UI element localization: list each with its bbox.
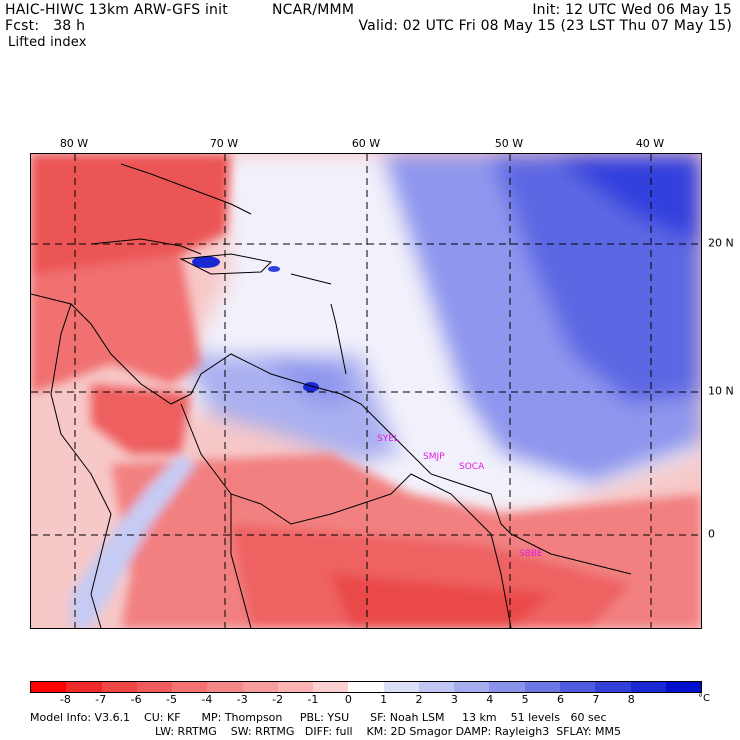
colorbar-tick-label: -8 — [59, 693, 71, 706]
lon-label-50w: 50 W — [494, 137, 524, 150]
graticule — [31, 154, 701, 628]
station-soca: SOCA — [459, 462, 485, 472]
colorbar-tick-label: 1 — [380, 693, 388, 706]
colorbar-tick-label: -5 — [165, 693, 177, 706]
colorbar-tick-label: 5 — [521, 693, 529, 706]
model-title: HAIC-HIWC 13km ARW-GFS init — [5, 2, 228, 18]
coastlines — [31, 163, 632, 628]
center-label: NCAR/MMM — [272, 2, 355, 18]
model-info-line1: Model Info: V3.6.1 CU: KF MP: Thompson P… — [30, 711, 607, 724]
lifted-index-map: SYEL SMJP SOCA SBBE — [30, 153, 702, 629]
colorbar-tick-label: -3 — [236, 693, 248, 706]
colorbar-segment — [66, 682, 102, 692]
colorbar-segment — [136, 682, 173, 692]
colorbar-unit: °C — [698, 693, 710, 704]
colorbar-tick-label: 6 — [557, 693, 565, 706]
lon-label-70w: 70 W — [209, 137, 239, 150]
lon-label-60w: 60 W — [351, 137, 381, 150]
colorbar-tick-label: 7 — [592, 693, 600, 706]
colorbar-ticks: -8 -7 -6 -5 -4 -3 -2 -1 0 1 2 3 4 5 6 7 8 — [30, 693, 702, 706]
colorbar-segment — [665, 682, 702, 692]
colorbar — [30, 681, 702, 693]
lon-label-40w: 40 W — [635, 137, 665, 150]
blue-spot-hispaniola — [192, 256, 220, 268]
colorbar-segment — [31, 682, 67, 692]
colorbar-segment — [348, 682, 384, 692]
colorbar-segment — [383, 682, 419, 692]
forecast-hour: Fcst: 38 h — [5, 18, 85, 34]
colorbar-tick-label: 2 — [415, 693, 423, 706]
colorbar-segment — [524, 682, 560, 692]
station-sbbe: SBBE — [519, 549, 543, 559]
colorbar-segment — [595, 682, 631, 692]
lat-label-20n: 20 N — [708, 236, 734, 250]
forecast-label: Fcst: — [5, 18, 40, 34]
colorbar-segment — [630, 682, 666, 692]
colorbar-segment — [418, 682, 455, 692]
field-unstable-regions — [31, 154, 701, 628]
lat-label-0: 0 — [708, 527, 715, 541]
station-smjp: SMJP — [423, 452, 445, 462]
blue-spot-pr — [268, 266, 280, 272]
colorbar-tick-label: -1 — [307, 693, 319, 706]
colorbar-tick-label: 3 — [450, 693, 458, 706]
colorbar-segment — [313, 682, 349, 692]
colorbar-segment — [207, 682, 243, 692]
colorbar-segment — [454, 682, 490, 692]
model-info-line2: LW: RRTMG SW: RRTMG DIFF: full KM: 2D Sm… — [155, 725, 621, 738]
field-name: Lifted index — [8, 35, 87, 50]
colorbar-tick-label: -2 — [272, 693, 284, 706]
station-labels: SYEL SMJP SOCA SBBE — [377, 434, 543, 559]
station-syel: SYEL — [377, 434, 399, 444]
colorbar-tick-label: -6 — [130, 693, 142, 706]
colorbar-tick-label: -4 — [201, 693, 213, 706]
colorbar-tick-label: 4 — [486, 693, 494, 706]
forecast-value: 38 h — [53, 18, 86, 34]
lon-label-80w: 80 W — [59, 137, 89, 150]
init-time: Init: 12 UTC Wed 06 May 15 — [532, 2, 732, 18]
colorbar-tick-label: -7 — [95, 693, 107, 706]
colorbar-segment — [277, 682, 314, 692]
colorbar-segment — [101, 682, 137, 692]
colorbar-segment — [559, 682, 596, 692]
colorbar-tick-label: 8 — [627, 693, 635, 706]
colorbar-segment — [172, 682, 208, 692]
colorbar-segment — [489, 682, 525, 692]
lat-label-10n: 10 N — [708, 384, 734, 398]
colorbar-segment — [242, 682, 278, 692]
colorbar-tick-label: 0 — [344, 693, 352, 706]
valid-time: Valid: 02 UTC Fri 08 May 15 (23 LST Thu … — [358, 18, 732, 34]
map-canvas: SYEL SMJP SOCA SBBE — [31, 154, 701, 628]
